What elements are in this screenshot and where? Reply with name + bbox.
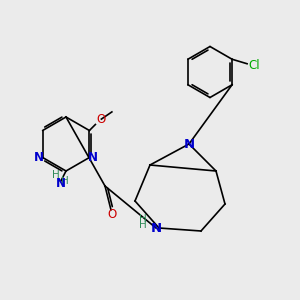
- Text: N: N: [150, 221, 162, 235]
- Text: N: N: [88, 151, 98, 164]
- Text: H: H: [61, 176, 68, 187]
- Text: N: N: [34, 151, 44, 164]
- Text: Cl: Cl: [249, 59, 260, 72]
- Text: H: H: [52, 170, 59, 181]
- Text: H: H: [139, 214, 146, 224]
- Text: O: O: [108, 208, 117, 221]
- Text: N: N: [56, 177, 66, 190]
- Text: N: N: [183, 137, 195, 151]
- Text: O: O: [97, 112, 106, 126]
- Text: H: H: [139, 220, 146, 230]
